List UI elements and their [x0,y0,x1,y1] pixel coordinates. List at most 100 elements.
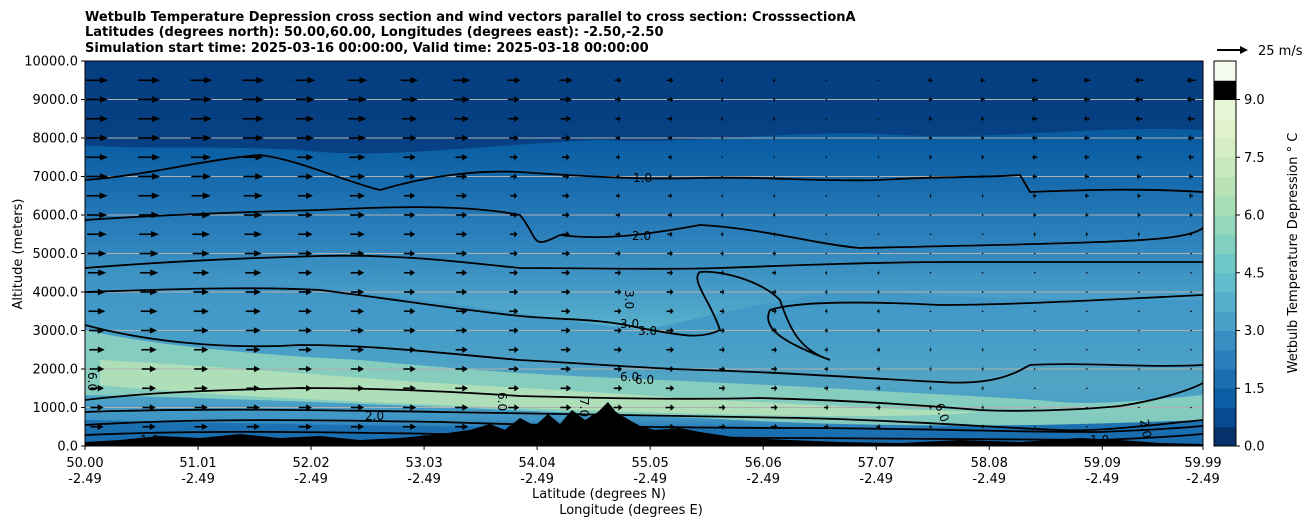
wind-vector [403,327,416,334]
x-tick-label-lat: 51.01 [179,456,216,471]
y-tick-label: 5000.0 [33,247,79,262]
wind-vector [508,346,519,353]
wind-vector [508,115,520,122]
wind-vector [772,269,777,276]
wind-vector [298,288,312,296]
wind-vector [455,365,468,373]
wind-vector [1085,231,1088,238]
wind-vector [615,231,621,238]
wind-vector [561,154,570,161]
wind-vector [246,365,261,373]
wind-vector [141,365,157,373]
wind-vector [1084,134,1090,142]
wind-vector [825,117,828,120]
wind-vector [350,269,365,276]
wind-vector [981,134,985,142]
wind-vector [929,192,932,199]
wind-vector [1138,291,1140,293]
wind-vector [138,211,160,219]
wind-vector [138,154,161,161]
wind-vector [1033,211,1037,219]
wind-vector [929,310,932,313]
wind-vector [190,77,213,84]
wind-vector [1189,231,1193,238]
wind-vector [194,365,209,373]
colorbar-segment [1214,138,1236,158]
x-tick-label-lon: -2.49 [407,472,441,487]
wind-vector [401,96,418,103]
wind-vector [1086,348,1088,351]
wind-vector [509,288,519,296]
field-band-upper-dark [85,61,1203,154]
wind-vector [242,134,264,142]
wind-vector [507,96,520,103]
wind-vector [824,365,829,373]
wind-vector [773,96,776,103]
wind-vector [666,77,674,84]
wind-vector [929,154,932,161]
wind-vector [665,423,675,430]
wind-vector [980,115,985,122]
wind-vector [1137,231,1141,238]
wind-vector [667,250,673,257]
wind-vector [560,346,571,353]
wind-vector [298,404,312,411]
wind-vector [981,252,984,255]
wind-vector [509,231,518,238]
wind-vector [824,423,829,430]
wind-vector [1033,329,1036,332]
wind-vector [88,288,106,296]
colorbar-segment [1214,234,1236,254]
wind-vector [402,115,418,122]
wind-vector [1188,154,1194,161]
wind-vector [1084,192,1089,199]
wind-vector [773,156,776,159]
wind-vector [981,233,984,236]
wind-vector [191,173,212,180]
wind-vector [456,250,468,257]
wind-vector [825,98,828,101]
wind-vector [824,385,829,392]
x-tick-label-lon: -2.49 [633,472,667,487]
wind-vector [721,211,724,219]
plot-area [85,61,1203,446]
wind-vector [877,175,880,178]
wind-vector [350,404,365,411]
wind-vector [615,250,621,257]
wind-vector [246,404,260,411]
wind-vector [877,214,880,216]
wind-vector [508,404,520,411]
wind-vector [825,233,828,236]
wind-vector [243,173,264,180]
wind-vector [403,308,416,315]
wind-vector [1137,192,1141,199]
wind-vector [404,211,416,219]
wind-vector [350,308,365,315]
wind-vector [929,173,932,180]
wind-vector [720,269,725,276]
wind-vector [456,211,468,219]
wind-vector [721,156,723,159]
wind-vector [140,308,158,315]
wind-vector [666,327,674,334]
terrain [85,402,1203,446]
x-tick-label-lon: -2.49 [520,472,554,487]
wind-vector [876,404,881,411]
colorbar-segment [1214,272,1236,293]
wind-vector [665,385,675,392]
wind-vector [773,134,776,142]
wind-vector [613,365,622,373]
contour-line [85,382,1203,412]
wind-vector [298,211,313,219]
wind-vector [296,115,315,122]
wind-vector [614,346,622,353]
colorbar-segment [1214,292,1236,312]
colorbar-frame [1213,60,1237,447]
wind-vector [1033,348,1036,351]
wind-vector [616,173,620,180]
wind-vector [402,423,417,430]
wind-vector [770,404,778,411]
wind-vector [876,385,881,392]
wind-vector [718,423,726,430]
wind-vector [456,288,468,296]
